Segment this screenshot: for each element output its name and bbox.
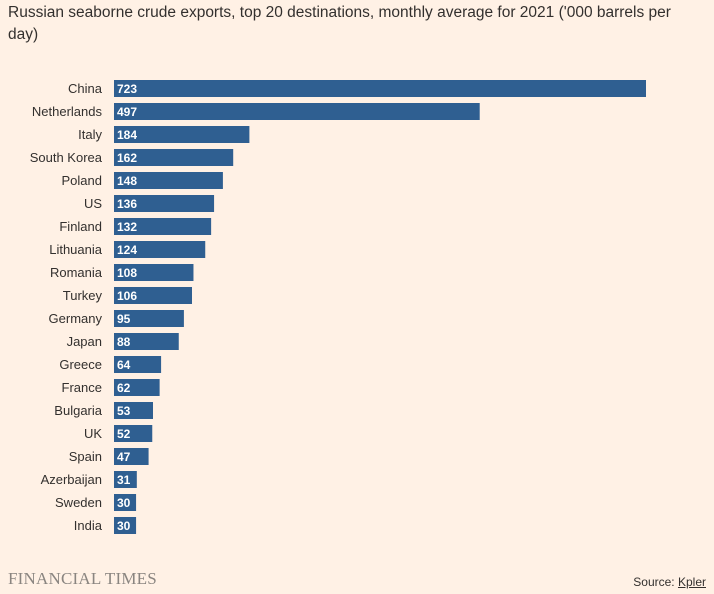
category-label-sweden: Sweden (55, 495, 102, 510)
value-label-lithuania: 124 (117, 243, 137, 257)
value-label-azerbaijan: 31 (117, 473, 131, 487)
bar-south-korea (114, 149, 234, 166)
brand-logo: FINANCIAL TIMES (8, 569, 157, 588)
bar-france (114, 379, 160, 396)
bar-romania (114, 264, 194, 281)
bar-netherlands (114, 103, 480, 120)
category-label-china: China (68, 81, 103, 96)
category-label-finland: Finland (59, 219, 102, 234)
bar-china (114, 80, 646, 97)
value-label-turkey: 106 (117, 289, 137, 303)
value-label-us: 136 (117, 197, 137, 211)
category-label-bulgaria: Bulgaria (54, 403, 102, 418)
category-label-india: India (74, 518, 103, 533)
value-label-romania: 108 (117, 266, 137, 280)
bar-lithuania (114, 241, 206, 258)
bar-greece (114, 356, 162, 373)
value-label-sweden: 30 (117, 496, 131, 510)
value-label-uk: 52 (117, 427, 131, 441)
category-label-japan: Japan (67, 334, 102, 349)
source-prefix: Source: (633, 575, 678, 589)
bars-group: China 723 Netherlands 497 Italy 184 South Kore… (30, 80, 646, 534)
category-label-france: France (62, 380, 102, 395)
bar-turkey (114, 287, 192, 304)
value-label-italy: 184 (117, 128, 137, 142)
category-label-netherlands: Netherlands (32, 104, 103, 119)
value-label-china: 723 (117, 82, 137, 96)
value-label-greece: 64 (117, 358, 131, 372)
category-label-lithuania: Lithuania (49, 242, 103, 257)
bar-germany (114, 310, 184, 327)
bar-bulgaria (114, 402, 153, 419)
bar-italy (114, 126, 250, 143)
bar-finland (114, 218, 212, 235)
value-label-netherlands: 497 (117, 105, 137, 119)
category-label-germany: Germany (49, 311, 103, 326)
source-credit: Source: Kpler (633, 575, 706, 589)
value-label-japan: 88 (117, 335, 131, 349)
value-label-france: 62 (117, 381, 131, 395)
category-label-poland: Poland (62, 173, 102, 188)
category-label-us: US (84, 196, 102, 211)
bar-india (114, 517, 137, 534)
value-label-india: 30 (117, 519, 131, 533)
value-label-spain: 47 (117, 450, 131, 464)
value-label-finland: 132 (117, 220, 137, 234)
bar-sweden (114, 494, 137, 511)
category-label-greece: Greece (59, 357, 102, 372)
category-label-azerbaijan: Azerbaijan (41, 472, 102, 487)
category-label-spain: Spain (69, 449, 102, 464)
value-label-poland: 148 (117, 174, 137, 188)
chart-title: Russian seaborne crude exports, top 20 d… (8, 4, 671, 43)
bar-japan (114, 333, 179, 350)
bar-azerbaijan (114, 471, 137, 488)
bar-uk (114, 425, 153, 442)
value-label-south-korea: 162 (117, 151, 137, 165)
source-link[interactable]: Kpler (677, 575, 706, 589)
category-label-turkey: Turkey (63, 288, 103, 303)
category-label-south-korea: South Korea (30, 150, 103, 165)
category-label-italy: Italy (78, 127, 102, 142)
bar-us (114, 195, 215, 212)
bar-spain (114, 448, 149, 465)
value-label-bulgaria: 53 (117, 404, 131, 418)
category-label-romania: Romania (50, 265, 103, 280)
bar-poland (114, 172, 223, 189)
category-label-uk: UK (84, 426, 102, 441)
value-label-germany: 95 (117, 312, 131, 326)
